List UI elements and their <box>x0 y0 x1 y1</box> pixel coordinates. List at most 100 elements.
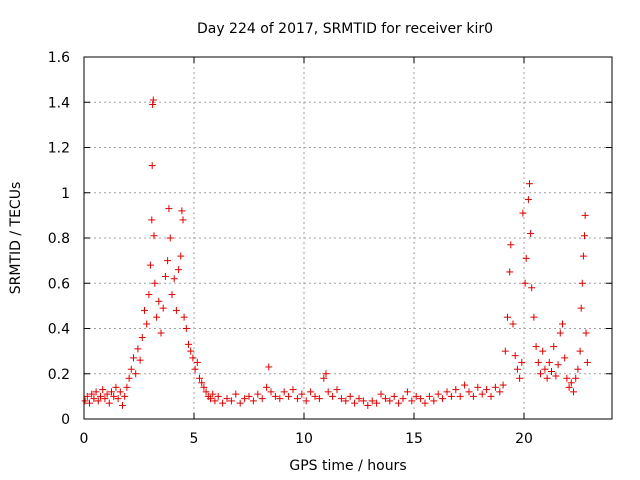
data-point <box>307 388 315 396</box>
data-point <box>545 358 553 366</box>
chart-title: Day 224 of 2017, SRMTID for receiver kir… <box>197 21 493 37</box>
data-point <box>550 343 558 351</box>
axis-ticks <box>83 56 612 420</box>
data-point <box>501 347 509 355</box>
y-tick-label: 1.6 <box>48 50 70 66</box>
data-point <box>447 392 455 400</box>
data-point <box>452 386 460 394</box>
data-point <box>421 399 429 407</box>
data-point <box>417 395 425 403</box>
data-point <box>506 268 514 276</box>
data-point <box>112 383 120 391</box>
data-point <box>276 395 284 403</box>
data-point <box>576 347 584 355</box>
data-point <box>478 390 486 398</box>
data-point <box>145 291 153 299</box>
data-point <box>166 234 174 242</box>
x-tick-label: 5 <box>190 431 199 447</box>
data-point <box>267 388 275 396</box>
data-point <box>187 347 195 355</box>
data-point <box>412 392 420 400</box>
data-point <box>148 162 156 170</box>
data-point <box>526 180 533 188</box>
data-point <box>189 354 197 362</box>
data-point <box>408 397 416 405</box>
y-tick-label: 0 <box>61 412 70 428</box>
data-point <box>552 372 560 380</box>
data-point <box>138 334 146 342</box>
data-point <box>554 361 562 369</box>
data-point <box>322 370 330 378</box>
y-axis-label: SRMTID / TECUs <box>8 182 24 295</box>
data-point <box>516 374 524 382</box>
data-point <box>161 272 169 280</box>
data-point <box>430 397 438 405</box>
data-point <box>377 390 385 398</box>
data-point <box>579 252 587 260</box>
data-point <box>521 279 529 287</box>
data-point <box>101 395 109 403</box>
data-point <box>148 216 156 224</box>
data-point <box>198 379 206 387</box>
data-point <box>583 358 591 366</box>
data-point <box>577 304 585 312</box>
data-point <box>159 304 167 312</box>
data-point <box>425 392 433 400</box>
data-point <box>434 390 442 398</box>
data-point <box>130 354 137 362</box>
data-point <box>149 101 157 109</box>
data-point <box>200 383 208 391</box>
data-point <box>151 279 159 287</box>
data-point <box>527 229 535 237</box>
data-point <box>110 392 118 400</box>
data-point <box>178 207 186 215</box>
data-point <box>499 381 507 389</box>
data-point <box>570 388 577 396</box>
data-point <box>223 395 231 403</box>
data-point <box>443 388 451 396</box>
data-point <box>543 374 551 382</box>
data-point <box>125 374 133 382</box>
data-point <box>439 395 447 403</box>
data-point <box>245 392 253 400</box>
y-tick-label: 1.2 <box>48 141 70 157</box>
data-point <box>474 383 482 391</box>
data-point <box>559 320 566 328</box>
data-point <box>355 395 363 403</box>
data-point <box>141 306 148 314</box>
data-point <box>214 392 222 400</box>
y-tick-label: 0.6 <box>48 276 70 292</box>
data-point <box>582 329 590 337</box>
data-point <box>539 347 547 355</box>
y-tick-label: 0.8 <box>48 231 70 247</box>
x-tick-label: 0 <box>80 431 89 447</box>
data-point <box>92 388 100 396</box>
data-point <box>271 392 279 400</box>
data-point <box>465 388 473 396</box>
data-point <box>342 397 350 405</box>
data-point <box>134 345 142 353</box>
data-point <box>155 297 163 305</box>
data-point <box>311 392 319 400</box>
data-point <box>263 383 271 391</box>
data-point <box>461 381 469 389</box>
data-point <box>191 365 199 373</box>
data-point <box>581 211 589 219</box>
data-point <box>136 356 144 364</box>
data-point <box>541 365 549 373</box>
data-point <box>241 395 249 403</box>
data-point <box>289 386 297 394</box>
data-point <box>528 284 536 292</box>
y-tick-label: 0.2 <box>48 367 70 383</box>
data-point <box>285 392 293 400</box>
data-point <box>518 358 526 366</box>
data-point <box>170 275 178 283</box>
data-point <box>293 395 301 403</box>
data-point <box>469 392 477 400</box>
data-point <box>563 374 571 382</box>
data-point <box>487 392 495 400</box>
data-point <box>346 392 354 400</box>
data-point <box>456 392 464 400</box>
data-point <box>483 386 491 394</box>
